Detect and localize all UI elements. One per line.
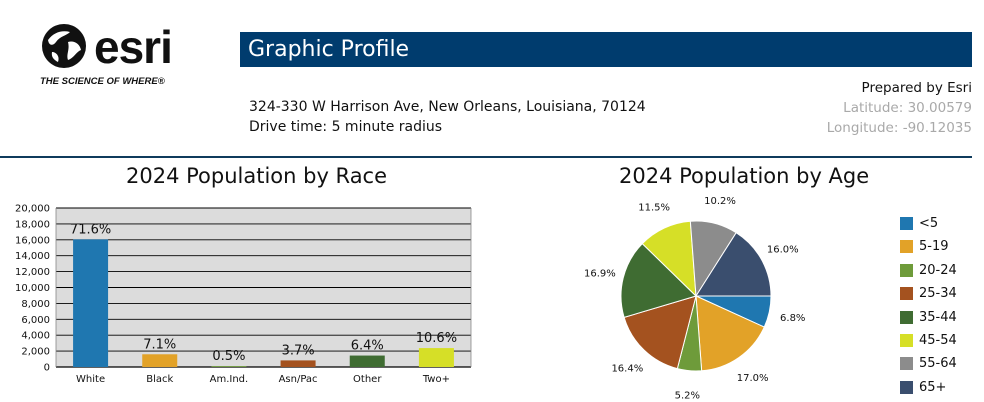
bar-data-label: 71.6% <box>70 222 111 237</box>
legend-item: 20-24 <box>900 262 980 282</box>
pie-slice-2 <box>695 295 765 372</box>
logo-tagline: THE SCIENCE OF WHERE® <box>40 76 165 87</box>
x-tick-label: Two+ <box>422 374 450 385</box>
bar-asn-pac <box>280 360 316 367</box>
legend-label: 25-34 <box>919 286 957 302</box>
esri-logo: esri THE SCIENCE OF WHERE® <box>40 22 190 92</box>
pie-value-label: 10.2% <box>704 196 736 207</box>
legend-label: 5-19 <box>919 239 949 255</box>
legend-swatch <box>900 217 913 230</box>
bar-other <box>349 355 385 367</box>
legend-item: 45-54 <box>900 332 980 352</box>
x-tick-label: Other <box>353 374 382 385</box>
bar-data-label: 10.6% <box>416 331 457 346</box>
pie-value-label: 16.9% <box>584 268 616 279</box>
legend-swatch <box>900 334 913 347</box>
globe-icon <box>42 24 86 68</box>
pie-slice-4 <box>623 295 697 370</box>
legend-swatch <box>900 263 913 277</box>
header-divider <box>0 156 972 158</box>
bar-data-label: 0.5% <box>212 349 245 364</box>
legend-swatch <box>900 380 913 394</box>
report-meta: Prepared by Esri Latitude: 30.00579 Long… <box>827 78 972 138</box>
age-chart-title: 2024 Population by Age <box>619 164 870 188</box>
x-tick-label: Asn/Pac <box>279 374 318 385</box>
y-tick-label: 10,000 <box>15 283 50 294</box>
longitude: Longitude: -90.12035 <box>826 120 972 136</box>
x-tick-label: Black <box>146 374 173 385</box>
logo-wordmark: esri <box>94 21 173 73</box>
bar-data-label: 6.4% <box>351 339 384 354</box>
latitude: Latitude: 30.00579 <box>843 100 972 116</box>
y-tick-label: 16,000 <box>15 235 50 246</box>
race-chart-title: 2024 Population by Race <box>126 164 388 188</box>
legend-label: <5 <box>919 216 939 231</box>
page-title: Graphic Profile <box>248 37 410 62</box>
bar-white <box>73 239 109 367</box>
prepared-by: Prepared by Esri <box>861 80 972 96</box>
location-info: 324-330 W Harrison Ave, New Orleans, Lou… <box>249 97 646 137</box>
legend-swatch <box>900 310 913 324</box>
y-tick-label: 12,000 <box>15 267 50 278</box>
y-tick-label: 20,000 <box>15 204 50 215</box>
pie-value-label: 5.2% <box>675 391 700 402</box>
pie-slice-5 <box>620 242 697 319</box>
x-tick-label: Am.Ind. <box>210 374 249 385</box>
pie-value-label: 17.0% <box>737 373 769 384</box>
bar-am-ind- <box>211 366 247 367</box>
pie-slice-8 <box>695 231 772 297</box>
y-tick-label: 14,000 <box>15 251 50 262</box>
title-bar: Graphic Profile <box>240 32 972 67</box>
legend-item: <5 <box>900 215 980 235</box>
x-tick-label: White <box>76 374 105 385</box>
bar-black <box>142 354 178 367</box>
y-tick-label: 0 <box>44 363 50 374</box>
y-tick-label: 8,000 <box>21 299 50 310</box>
legend-item: 5-19 <box>900 238 980 258</box>
legend-item: 55-64 <box>900 355 980 375</box>
legend-label: 65+ <box>919 379 947 395</box>
y-tick-label: 4,000 <box>21 331 50 342</box>
pie-value-label: 16.4% <box>611 363 643 374</box>
address-text: 324-330 W Harrison Ave, New Orleans, Lou… <box>249 99 646 115</box>
y-tick-label: 18,000 <box>15 219 50 230</box>
legend-swatch <box>900 357 913 371</box>
legend-swatch <box>900 287 913 301</box>
legend-item: 25-34 <box>900 285 980 305</box>
bar-data-label: 3.7% <box>282 343 315 358</box>
legend-label: 45-54 <box>919 333 957 348</box>
legend-label: 55-64 <box>919 356 957 372</box>
legend-label: 35-44 <box>919 309 957 325</box>
legend-item: 65+ <box>900 379 980 399</box>
drive-time-text: Drive time: 5 minute radius <box>249 119 443 135</box>
legend-swatch <box>900 240 913 254</box>
pie-value-label: 16.0% <box>767 244 799 255</box>
bar-two- <box>418 348 454 367</box>
pie-value-label: 11.5% <box>638 202 670 213</box>
y-tick-label: 2,000 <box>21 347 50 358</box>
legend-item: 35-44 <box>900 309 980 329</box>
pie-value-label: 6.8% <box>780 313 805 324</box>
legend-label: 20-24 <box>919 262 957 278</box>
bar-data-label: 7.1% <box>143 337 176 352</box>
y-tick-label: 6,000 <box>21 315 50 326</box>
